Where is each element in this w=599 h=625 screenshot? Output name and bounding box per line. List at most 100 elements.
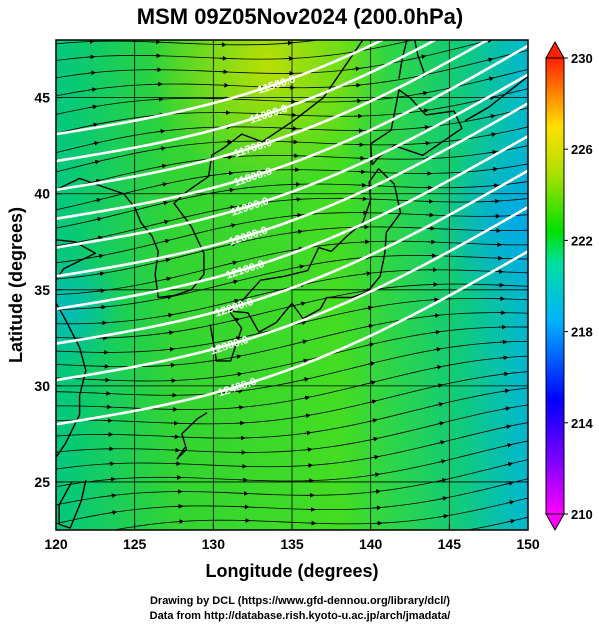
coastline bbox=[58, 479, 87, 529]
wind-arrow bbox=[96, 288, 106, 294]
y-tick-label: 25 bbox=[34, 474, 50, 490]
wind-arrow bbox=[431, 313, 440, 318]
streamline bbox=[56, 387, 528, 439]
wind-arrow bbox=[505, 500, 515, 505]
wind-arrow bbox=[501, 406, 511, 411]
wind-arrow bbox=[351, 66, 361, 72]
wind-arrow bbox=[107, 476, 116, 482]
wind-arrow bbox=[504, 462, 514, 467]
figure-title: MSM 09Z05Nov2024 (200.0hPa) bbox=[137, 4, 464, 29]
y-tick-label: 45 bbox=[34, 90, 50, 106]
wind-arrow bbox=[107, 493, 117, 498]
wind-arrow bbox=[434, 383, 444, 389]
colorbar-tick-label: 226 bbox=[571, 142, 593, 157]
wind-arrow bbox=[297, 301, 307, 307]
wind-arrow bbox=[438, 477, 447, 483]
wind-arrow bbox=[299, 358, 309, 364]
coastline bbox=[464, 75, 528, 122]
wind-arrow bbox=[88, 87, 97, 93]
wind-arrow bbox=[225, 170, 234, 176]
height-contour bbox=[56, 40, 386, 136]
wind-arrow bbox=[294, 229, 304, 235]
wind-arrow bbox=[162, 276, 172, 282]
wind-arrow bbox=[303, 447, 313, 452]
wind-arrow bbox=[94, 235, 104, 241]
coastline bbox=[176, 412, 208, 460]
wind-arrow bbox=[293, 212, 303, 218]
x-tick-label: 130 bbox=[202, 536, 226, 552]
wind-arrow bbox=[420, 124, 430, 130]
wind-arrow bbox=[88, 104, 98, 110]
streamline bbox=[56, 422, 528, 470]
streamline bbox=[56, 478, 528, 525]
wind-arrow bbox=[298, 339, 308, 345]
wind-arrow bbox=[233, 371, 243, 377]
wind-arrow bbox=[485, 76, 495, 82]
streamline bbox=[56, 197, 528, 247]
streamline bbox=[56, 283, 528, 339]
height-contour bbox=[56, 73, 528, 249]
wind-arrow bbox=[159, 200, 169, 206]
wind-arrow bbox=[163, 295, 173, 300]
wind-arrow bbox=[295, 264, 305, 270]
wind-arrow bbox=[506, 518, 516, 524]
wind-arrow bbox=[158, 182, 168, 187]
wind-arrow bbox=[158, 163, 167, 169]
colorbar-ticks: 210 214 218 222 226 230 bbox=[564, 51, 593, 522]
colorbar-tick-label: 230 bbox=[571, 51, 593, 66]
wind-arrow bbox=[503, 443, 513, 448]
plot-area: 11500.011600.011700.011800.011900.012000… bbox=[56, 40, 528, 530]
height-contour bbox=[56, 40, 438, 163]
wind-arrow bbox=[234, 388, 244, 394]
wind-arrow bbox=[417, 54, 427, 60]
wind-arrow bbox=[436, 440, 446, 445]
wind-arrow bbox=[371, 472, 381, 478]
wind-arrow bbox=[87, 70, 97, 76]
wind-arrow bbox=[302, 413, 311, 419]
wind-arrow bbox=[92, 197, 102, 203]
wind-arrow bbox=[96, 271, 105, 277]
height-contour bbox=[56, 169, 528, 345]
height-contour bbox=[56, 102, 528, 278]
y-tick-label: 40 bbox=[34, 186, 50, 202]
streamline bbox=[56, 440, 528, 488]
x-tick-label: 140 bbox=[359, 536, 383, 552]
streamline bbox=[56, 226, 528, 280]
coastline bbox=[56, 239, 97, 459]
height-contour bbox=[56, 206, 528, 382]
wind-arrow bbox=[368, 399, 377, 405]
x-tick-label: 120 bbox=[44, 536, 68, 552]
wind-arrow bbox=[369, 418, 378, 423]
x-tick-label: 145 bbox=[438, 536, 462, 552]
wind-arrow bbox=[95, 253, 104, 259]
y-axis-label: Latitude (degrees) bbox=[6, 207, 26, 363]
wind-arrow bbox=[91, 159, 101, 165]
wind-arrow bbox=[302, 430, 312, 436]
colorbar-tick-label: 218 bbox=[571, 325, 593, 340]
x-tick-label: 125 bbox=[123, 536, 147, 552]
wind-arrow bbox=[93, 216, 103, 222]
streamline bbox=[56, 340, 528, 396]
wind-arrow bbox=[231, 317, 241, 323]
colorbar-tick-label: 210 bbox=[571, 507, 593, 522]
wind-arrow bbox=[108, 510, 118, 515]
wind-arrow bbox=[419, 90, 429, 96]
footer-drawing-credit: Drawing by DCL (https://www.gfd-dennou.o… bbox=[150, 595, 450, 607]
wind-arrow bbox=[97, 304, 107, 310]
wind-arrow bbox=[501, 388, 510, 394]
wind-arrow bbox=[372, 489, 381, 494]
wind-arrow bbox=[230, 298, 240, 304]
wind-arrow bbox=[157, 146, 167, 151]
wind-arrow bbox=[439, 513, 449, 519]
wind-arrow bbox=[364, 305, 374, 311]
y-tick-label: 30 bbox=[34, 378, 50, 394]
wind-arrow bbox=[363, 288, 373, 293]
wind-arrow bbox=[166, 346, 175, 352]
grid-lines bbox=[56, 40, 528, 530]
wind-arrow bbox=[232, 336, 241, 341]
streamlines bbox=[56, 40, 528, 530]
streamline bbox=[56, 240, 528, 296]
wind-arrow bbox=[433, 364, 443, 370]
wind-arrow bbox=[499, 355, 509, 361]
